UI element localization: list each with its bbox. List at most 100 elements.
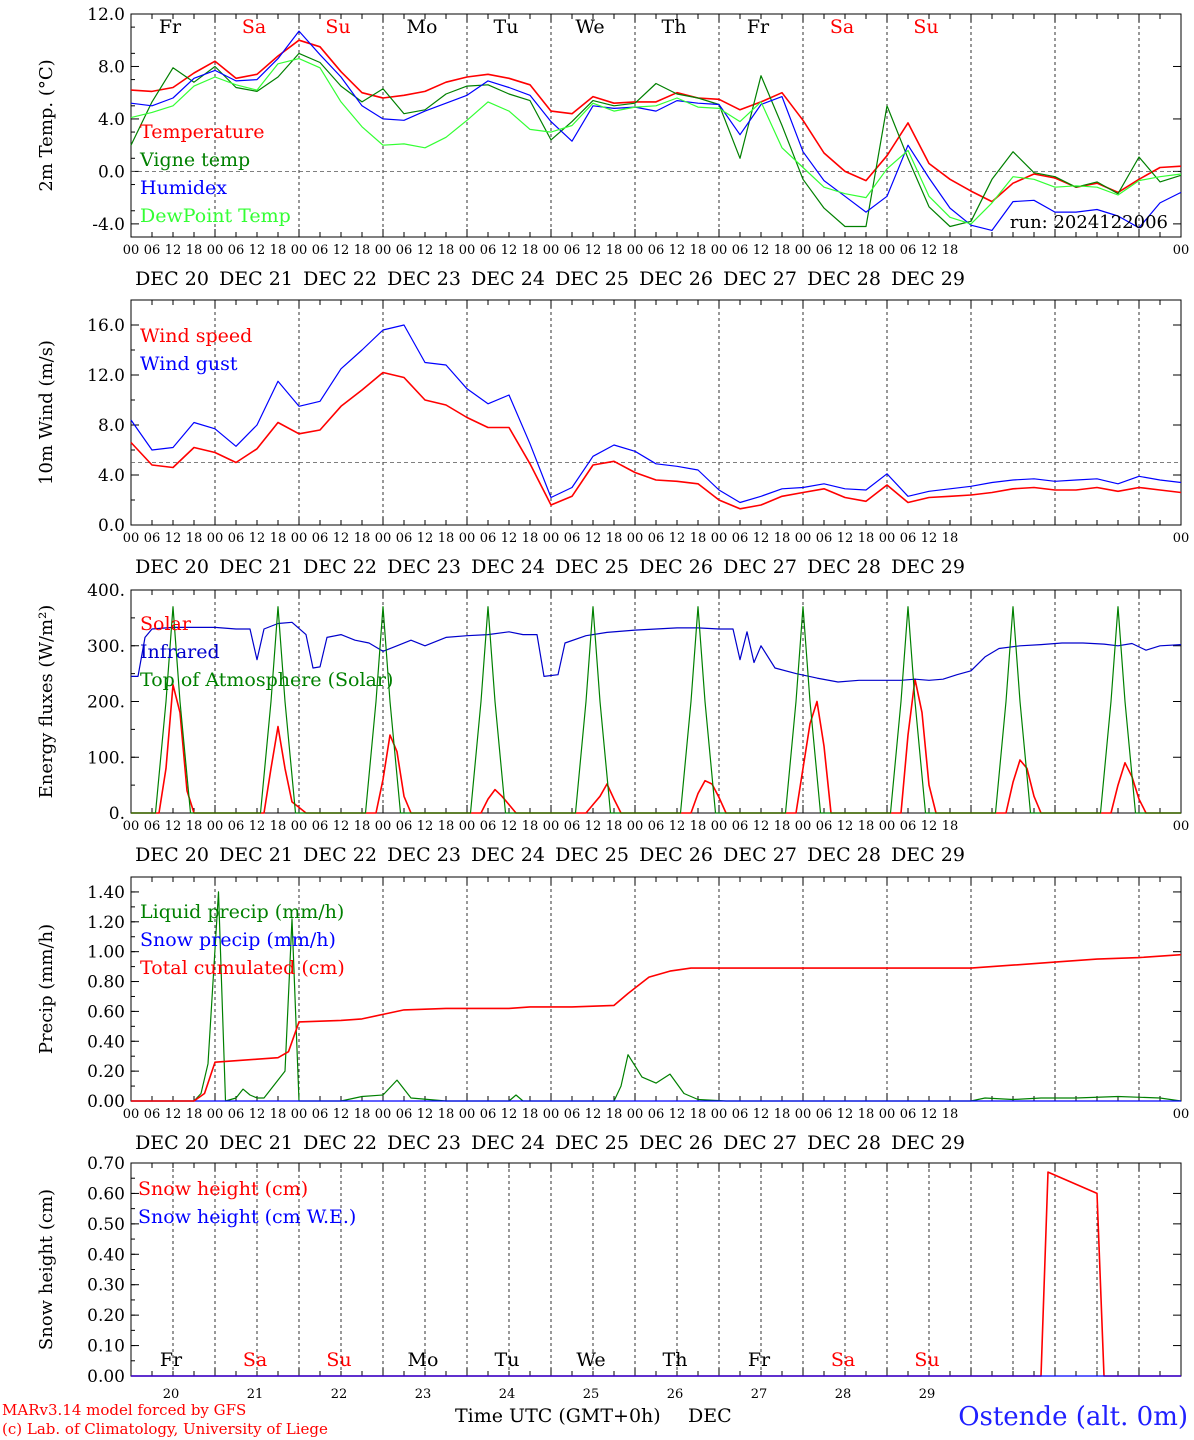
x-date-label: DEC 23: [387, 556, 461, 578]
x-date-label: DEC 27: [723, 844, 797, 866]
x-hour-label: 18: [858, 243, 875, 258]
x-date-label: DEC 25: [555, 1132, 629, 1154]
x-hour-label: 06: [144, 1107, 161, 1122]
x-date-label: DEC 20: [135, 556, 209, 578]
x-date-label: DEC 27: [723, 268, 797, 290]
x-hour-label: 12: [837, 531, 854, 546]
weekday-label: Fr: [160, 1349, 183, 1371]
x-hour-label: 00: [291, 243, 308, 258]
x-hour-label: 06: [816, 819, 833, 834]
x-hour-label: 06: [480, 819, 497, 834]
x-hour-label: 00: [543, 531, 560, 546]
panel-3: [130, 589, 1182, 814]
y-tick-label: 0.80: [87, 973, 125, 993]
x-hour-label: 18: [942, 819, 959, 834]
y-tick-label: 0.30: [87, 1276, 125, 1296]
y-tick-label: 0.: [109, 804, 125, 824]
x-hour-label: 12: [921, 531, 938, 546]
x-hour-label: 18: [438, 1107, 455, 1122]
x-hour-label: 12: [837, 243, 854, 258]
weekday-label: Fr: [748, 1349, 771, 1371]
x-hour-label: 12: [669, 531, 686, 546]
y-axis-label: Precip (mm/h): [36, 924, 57, 1054]
series-line-snow-height-cm-: [131, 1171, 1181, 1377]
legend-entry: Temperature: [140, 121, 264, 143]
x-hour-label: 18: [690, 243, 707, 258]
x-hour-label: 18: [438, 531, 455, 546]
x-date-label: DEC 23: [387, 844, 461, 866]
series-line-wind-gust: [130, 324, 1182, 504]
x-hour-label: 18: [522, 819, 539, 834]
y-tick-label: 0.10: [87, 1337, 125, 1357]
x-day-number: 23: [415, 1387, 432, 1402]
x-hour-label: 00: [1173, 1107, 1190, 1122]
x-hour-label: 06: [480, 531, 497, 546]
x-hour-label: 06: [732, 531, 749, 546]
weekday-label: Fr: [747, 16, 770, 38]
x-hour-label: 18: [186, 531, 203, 546]
x-hour-label: 00: [879, 1107, 896, 1122]
weekday-label: Sa: [243, 1349, 267, 1371]
x-hour-label: 12: [921, 243, 938, 258]
series-line-temperature: [130, 39, 1182, 203]
x-hour-label: 06: [144, 819, 161, 834]
x-hour-label: 06: [396, 243, 413, 258]
y-tick-label: 12.0: [87, 5, 125, 25]
x-hour-label: 12: [669, 243, 686, 258]
series-line-top-of-atmosphere-solar-: [131, 606, 1181, 814]
x-hour-label: 00: [375, 1107, 392, 1122]
y-axis-label: Snow height (cm): [36, 1189, 57, 1350]
legend-entry: Snow precip (mm/h): [140, 929, 336, 951]
x-hour-label: 00: [879, 243, 896, 258]
x-hour-label: 12: [165, 819, 182, 834]
x-day-number: 29: [919, 1387, 936, 1402]
x-hour-label: 00: [543, 1107, 560, 1122]
x-hour-label: 06: [312, 1107, 329, 1122]
y-tick-label: 200.: [87, 693, 125, 713]
x-hour-label: 06: [312, 819, 329, 834]
x-hour-label: 00: [711, 531, 728, 546]
x-hour-label: 12: [837, 1107, 854, 1122]
x-hour-label: 06: [732, 1107, 749, 1122]
x-hour-label: 12: [585, 819, 602, 834]
panel-4: [130, 876, 1182, 1102]
x-date-label: DEC 21: [219, 1132, 293, 1154]
y-axis-label: 2m Temp. (°C): [36, 59, 57, 191]
x-hour-label: 00: [543, 819, 560, 834]
y-tick-label: 1.20: [87, 913, 125, 933]
y-tick-label: 0.40: [87, 1245, 125, 1265]
x-hour-label: 00: [123, 243, 140, 258]
x-hour-label: 18: [942, 1107, 959, 1122]
x-hour-label: 18: [354, 531, 371, 546]
x-hour-label: 12: [585, 531, 602, 546]
y-tick-label: -4.0: [92, 215, 125, 235]
x-hour-label: 18: [522, 243, 539, 258]
y-tick-label: 4.0: [98, 110, 125, 130]
x-hour-label: 18: [270, 531, 287, 546]
y-tick-label: 0.00: [87, 1367, 125, 1387]
x-hour-label: 00: [459, 819, 476, 834]
lab-credit: (c) Lab. of Climatology, University of L…: [2, 1420, 328, 1438]
weekday-label: Th: [662, 16, 687, 38]
x-hour-label: 12: [333, 243, 350, 258]
x-day-number: 24: [499, 1387, 516, 1402]
x-hour-label: 12: [585, 243, 602, 258]
legend-entry: DewPoint Temp: [140, 205, 291, 227]
x-date-label: DEC 29: [891, 844, 965, 866]
x-hour-label: 12: [585, 1107, 602, 1122]
weekday-label: Su: [913, 16, 938, 38]
x-hour-label: 00: [627, 531, 644, 546]
x-hour-label: 06: [900, 531, 917, 546]
y-tick-label: 0.0: [98, 516, 125, 536]
x-hour-label: 06: [732, 243, 749, 258]
x-hour-label: 18: [270, 819, 287, 834]
x-day-number: 28: [835, 1387, 852, 1402]
y-axis-label: Energy fluxes (W/m²): [36, 605, 57, 799]
x-hour-label: 18: [186, 243, 203, 258]
x-hour-label: 00: [627, 819, 644, 834]
weekday-label: Mo: [407, 16, 438, 38]
y-axis-label: 10m Wind (m/s): [36, 340, 57, 485]
weekday-label: Th: [663, 1349, 688, 1371]
y-tick-label: 0.0: [98, 162, 125, 182]
